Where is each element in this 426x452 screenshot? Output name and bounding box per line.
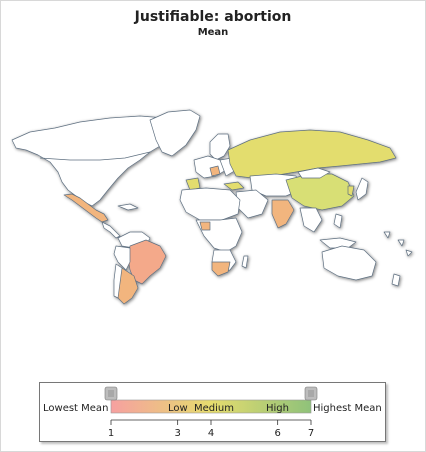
legend-tick-label: 6 [274,428,280,439]
legend-scale: Lowest Mean Low Medium High Highest Mean… [43,386,382,439]
region-southeast-asia[interactable] [299,207,323,233]
region-russia[interactable] [227,129,397,179]
region-china[interactable] [285,173,355,211]
region-madagascar[interactable] [241,255,249,269]
legend-high-end-label: Highest Mean [313,403,382,414]
legend-gradient-bar [110,399,312,414]
region-germany[interactable] [209,165,221,177]
region-nigeria[interactable] [199,221,211,231]
region-western-europe[interactable] [193,155,227,179]
region-japan[interactable] [355,177,369,201]
legend-low-end-label: Lowest Mean [43,403,108,414]
region-australia[interactable] [321,245,377,281]
region-india[interactable] [271,199,295,229]
region-mongolia[interactable] [297,167,331,179]
region-indonesia[interactable] [319,237,357,249]
region-scandinavia[interactable] [209,133,231,161]
region-new-zealand[interactable] [391,273,401,287]
region-central-america[interactable] [101,221,121,239]
legend-tick-label: 1 [108,428,114,439]
legend-panel: Lowest Mean Low Medium High Highest Mean… [39,382,386,442]
legend-max-handle[interactable] [304,386,318,401]
legend-band-medium: Medium [194,403,234,414]
region-caribbean[interactable] [117,203,139,211]
region-greenland[interactable] [149,109,201,157]
region-pacific-islands [383,231,413,257]
region-brazil[interactable] [127,239,167,285]
legend-ticks: 1 3 4 6 7 [108,420,314,439]
chart-subtitle: Mean [197,27,229,38]
legend-band-low: Low [168,403,188,414]
region-spain[interactable] [185,177,201,191]
region-peru-bolivia[interactable] [113,245,131,271]
legend-tick-label: 4 [208,428,214,439]
world-map[interactable] [0,100,426,310]
region-canada-border [39,151,151,161]
legend-band-high: High [266,403,289,414]
region-korea[interactable] [347,185,355,197]
region-south-africa[interactable] [211,261,231,277]
region-north-america[interactable] [11,115,179,207]
region-mexico[interactable] [63,193,109,223]
region-north-africa[interactable] [179,187,241,221]
region-turkey[interactable] [223,181,245,191]
legend-min-handle[interactable] [104,386,118,401]
legend-tick-label: 3 [174,428,180,439]
region-chile [113,263,123,299]
chart-title: Justifiable: abortion [134,9,292,25]
region-philippines[interactable] [333,213,343,229]
legend-tick-label: 7 [308,428,314,439]
